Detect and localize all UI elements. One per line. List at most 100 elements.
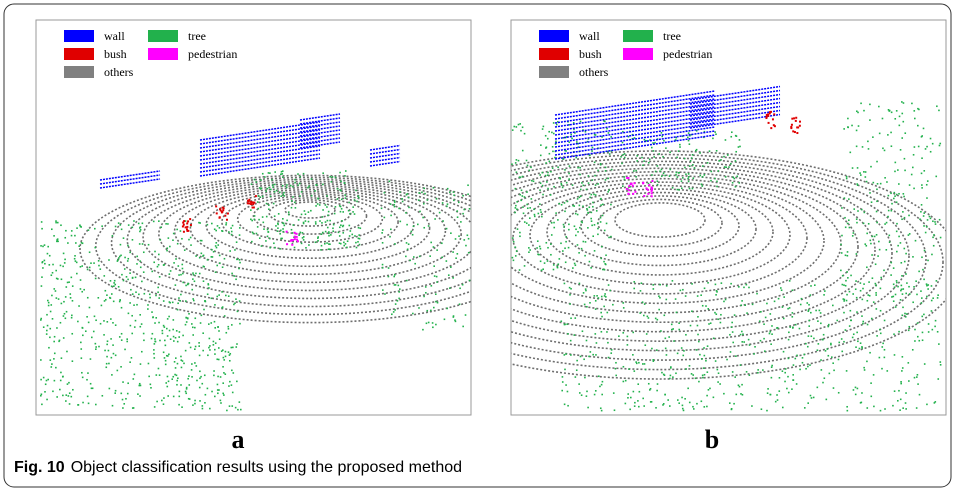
object-point [185,226,187,228]
tree-point [898,331,900,333]
tree-point [911,103,913,105]
tree-point [176,380,178,382]
tree-point [80,226,82,228]
tree-point [801,298,803,300]
tree-point [687,178,689,180]
tree-point [877,183,879,185]
tree-point [40,245,42,247]
tree-point [688,140,690,142]
tree-point [908,362,910,364]
tree-point [663,314,665,316]
tree-point [863,110,865,112]
tree-point [856,218,858,220]
tree-point [759,320,761,322]
tree-point [934,221,936,223]
tree-point [661,169,663,171]
tree-point [754,346,756,348]
object-point [186,226,188,228]
object-point [186,222,188,224]
legend-swatch [64,30,94,42]
tree-point [777,399,779,401]
tree-point [653,156,655,158]
tree-point [188,283,190,285]
tree-point [56,297,58,299]
tree-point [350,230,352,232]
tree-point [290,185,292,187]
tree-point [841,351,843,353]
tree-point [860,342,862,344]
tree-point [299,176,301,178]
tree-point [696,403,698,405]
tree-point [574,263,576,265]
tree-point [298,219,300,221]
object-point [189,218,191,220]
tree-point [779,377,781,379]
tree-point [731,408,733,410]
tree-point [731,326,733,328]
tree-point [321,222,323,224]
tree-point [81,265,83,267]
tree-point [769,331,771,333]
tree-point [237,409,239,411]
tree-point [597,234,599,236]
tree-point [446,308,448,310]
tree-point [193,274,195,276]
tree-point [123,403,125,405]
tree-point [120,393,122,395]
tree-point [452,251,454,253]
tree-point [889,241,891,243]
tree-point [893,267,895,269]
tree-point [688,132,690,134]
tree-point [405,212,407,214]
tree-point [442,220,444,222]
tree-point [522,176,524,178]
tree-point [222,382,224,384]
tree-point [95,319,97,321]
tree-point [922,269,924,271]
tree-point [294,202,296,204]
tree-point [140,229,142,231]
tree-point [553,122,555,124]
tree-point [54,380,56,382]
tree-point [467,193,469,195]
tree-point [335,206,337,208]
tree-point [414,263,416,265]
tree-point [183,363,185,365]
tree-point [519,235,521,237]
tree-point [846,370,848,372]
tree-point [337,198,339,200]
tree-point [919,218,921,220]
tree-point [131,357,133,359]
tree-point [608,237,610,239]
tree-point [106,294,108,296]
tree-point [623,307,625,309]
tree-point [574,225,576,227]
tree-point [270,195,272,197]
tree-point [213,375,215,377]
tree-point [896,110,898,112]
tree-point [446,228,448,230]
tree-point [187,378,189,380]
tree-point [139,227,141,229]
tree-point [407,193,409,195]
tree-point [817,387,819,389]
tree-point [131,333,133,335]
tree-point [820,312,822,314]
tree-point [152,333,154,335]
tree-point [49,264,51,266]
tree-point [930,218,932,220]
tree-point [234,249,236,251]
tree-point [689,165,691,167]
tree-point [803,354,805,356]
object-point [642,182,644,184]
tree-point [53,358,55,360]
tree-point [177,302,179,304]
tree-point [741,384,743,386]
tree-point [614,409,616,411]
tree-point [433,307,435,309]
tree-point [209,345,211,347]
tree-point [698,341,700,343]
tree-point [740,304,742,306]
tree-point [810,395,812,397]
tree-point [175,284,177,286]
